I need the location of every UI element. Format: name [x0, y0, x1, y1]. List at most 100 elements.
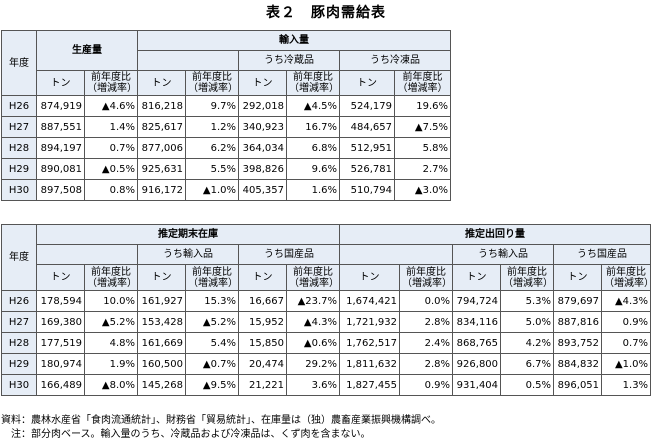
- year-cell: H27: [1, 116, 37, 138]
- year-header: 年度: [1, 30, 37, 96]
- pork-supply-table-1: 年度 生産量 輸入量 うち冷蔵品 うち冷凍品 トン 前年度比 （増減率） トン 前…: [1, 30, 452, 201]
- rate-cell: ▲3.0%: [393, 179, 452, 201]
- rate-cell: 6.8%: [286, 137, 340, 159]
- table-row: H28 177,519 4.8% 161,669 5.4% 15,850 ▲0.6% 1,76…: [1, 332, 652, 354]
- rate-cell: 0.9%: [601, 311, 652, 333]
- yoy-header: 前年度比 （増減率）: [399, 264, 454, 291]
- value-cell: 364,034: [238, 137, 287, 159]
- rate-cell: 1.3%: [601, 374, 652, 396]
- rate-cell: 6.7%: [500, 353, 555, 375]
- table-notes: 資料：農林水産省「食肉流通統計」、財務省「貿易統計」、在庫量は（独）農畜産業振興…: [1, 414, 441, 442]
- rate-cell: 16.7%: [286, 116, 340, 138]
- value-cell: 874,919: [36, 95, 85, 117]
- ton-header: トン: [137, 264, 186, 291]
- rate-cell: 9.7%: [185, 95, 239, 117]
- year-cell: H30: [1, 374, 37, 396]
- value-cell: 926,800: [452, 353, 502, 375]
- value-cell: 925,631: [137, 158, 186, 180]
- value-cell: 160,500: [137, 353, 186, 375]
- table-row: H27 887,551 1.4% 825,617 1.2% 340,923 16.7% 484…: [1, 116, 452, 138]
- year-cell: H26: [1, 290, 37, 312]
- year-cell: H28: [1, 137, 37, 159]
- rate-cell: ▲9.5%: [185, 374, 239, 396]
- rate-cell: 0.7%: [84, 137, 138, 159]
- value-cell: 887,816: [553, 311, 603, 333]
- rate-cell: 2.4%: [399, 332, 454, 354]
- value-cell: 884,832: [553, 353, 603, 375]
- rate-cell: 19.6%: [393, 95, 452, 117]
- rate-cell: 0.7%: [601, 332, 652, 354]
- imports-total-spacer: [137, 50, 239, 71]
- value-cell: 16,667: [238, 290, 287, 312]
- rate-cell: ▲4.3%: [601, 290, 652, 312]
- value-cell: 931,404: [452, 374, 502, 396]
- ton-header: トン: [553, 264, 603, 291]
- rate-cell: ▲1.0%: [601, 353, 652, 375]
- rate-cell: ▲1.0%: [185, 179, 239, 201]
- value-cell: 1,811,632: [339, 353, 401, 375]
- table-row: H29 180,974 1.9% 160,500 ▲0.7% 20,474 29.2% 1,8…: [1, 353, 652, 375]
- rate-cell: 5.3%: [500, 290, 555, 312]
- shipment-domestic-header: うち国産品: [553, 244, 652, 265]
- rate-cell: 0.9%: [399, 374, 454, 396]
- shipment-imported-header: うち輸入品: [452, 244, 555, 265]
- source-note: 資料：農林水産省「食肉流通統計」、財務省「貿易統計」、在庫量は（独）農畜産業振興…: [1, 415, 441, 426]
- table-row: H26 178,594 10.0% 161,927 15.3% 16,667 ▲23.7% 1…: [1, 290, 652, 312]
- value-cell: 897,508: [36, 179, 85, 201]
- value-cell: 15,850: [238, 332, 287, 354]
- value-cell: 21,221: [238, 374, 287, 396]
- value-cell: 877,006: [137, 137, 186, 159]
- rate-cell: ▲4.6%: [84, 95, 138, 117]
- yoy-header: 前年度比 （増減率）: [185, 264, 239, 291]
- year-header: 年度: [1, 224, 37, 291]
- value-cell: 524,179: [339, 95, 395, 117]
- value-cell: 890,081: [36, 158, 85, 180]
- yoy-header: 前年度比 （増減率）: [84, 264, 138, 291]
- value-cell: 510,794: [339, 179, 395, 201]
- rate-cell: 1.4%: [84, 116, 138, 138]
- rate-cell: ▲0.6%: [285, 332, 341, 354]
- value-cell: 292,018: [238, 95, 287, 117]
- yoy-header: 前年度比 （増減率）: [84, 70, 138, 96]
- value-cell: 794,724: [452, 290, 502, 312]
- shipment-total-spacer: [339, 244, 454, 265]
- rate-cell: 5.0%: [500, 311, 555, 333]
- value-cell: 893,752: [553, 332, 603, 354]
- value-cell: 896,051: [553, 374, 603, 396]
- rate-cell: ▲5.2%: [185, 311, 239, 333]
- year-cell: H27: [1, 311, 37, 333]
- value-cell: 526,781: [339, 158, 395, 180]
- yoy-header: 前年度比 （増減率）: [185, 70, 239, 96]
- rate-cell: ▲7.5%: [393, 116, 452, 138]
- ton-header: トン: [339, 70, 395, 96]
- rate-cell: 3.6%: [285, 374, 341, 396]
- ton-header: トン: [238, 70, 287, 96]
- table-row: H28 894,197 0.7% 877,006 6.2% 364,034 6.8% 512,…: [1, 137, 452, 159]
- value-cell: 398,826: [238, 158, 287, 180]
- rate-cell: 4.8%: [84, 332, 138, 354]
- value-cell: 340,923: [238, 116, 287, 138]
- rate-cell: ▲4.3%: [285, 311, 341, 333]
- table-row: H30 897,508 0.8% 916,172 ▲1.0% 405,357 1.6% 510…: [1, 179, 452, 201]
- value-cell: 512,951: [339, 137, 395, 159]
- rate-cell: 0.0%: [399, 290, 454, 312]
- stock-domestic-header: うち国産品: [237, 244, 341, 265]
- year-cell: H26: [1, 95, 37, 117]
- rate-cell: ▲4.5%: [286, 95, 340, 117]
- value-cell: 169,380: [36, 311, 85, 333]
- year-cell: H30: [1, 179, 37, 201]
- frozen-header: うち冷凍品: [338, 50, 452, 71]
- rate-cell: ▲5.2%: [84, 311, 138, 333]
- yoy-header: 前年度比 （増減率）: [286, 70, 340, 96]
- table-row: H30 166,489 ▲8.0% 145,268 ▲9.5% 21,221 3.6% 1,8…: [1, 374, 652, 396]
- value-cell: 916,172: [137, 179, 186, 201]
- pork-supply-table-2: 年度 推定期末在庫 推定出回り量 うち輸入品 うち国産品 うち輸入品 うち国産品…: [1, 224, 652, 396]
- stock-total-spacer: [36, 244, 138, 265]
- ton-header: トン: [36, 70, 85, 96]
- year-cell: H29: [1, 158, 37, 180]
- value-cell: 1,827,455: [339, 374, 401, 396]
- value-cell: 15,952: [238, 311, 287, 333]
- rate-cell: 10.0%: [84, 290, 138, 312]
- shipment-header: 推定出回り量: [339, 224, 652, 245]
- rate-cell: ▲0.7%: [185, 353, 239, 375]
